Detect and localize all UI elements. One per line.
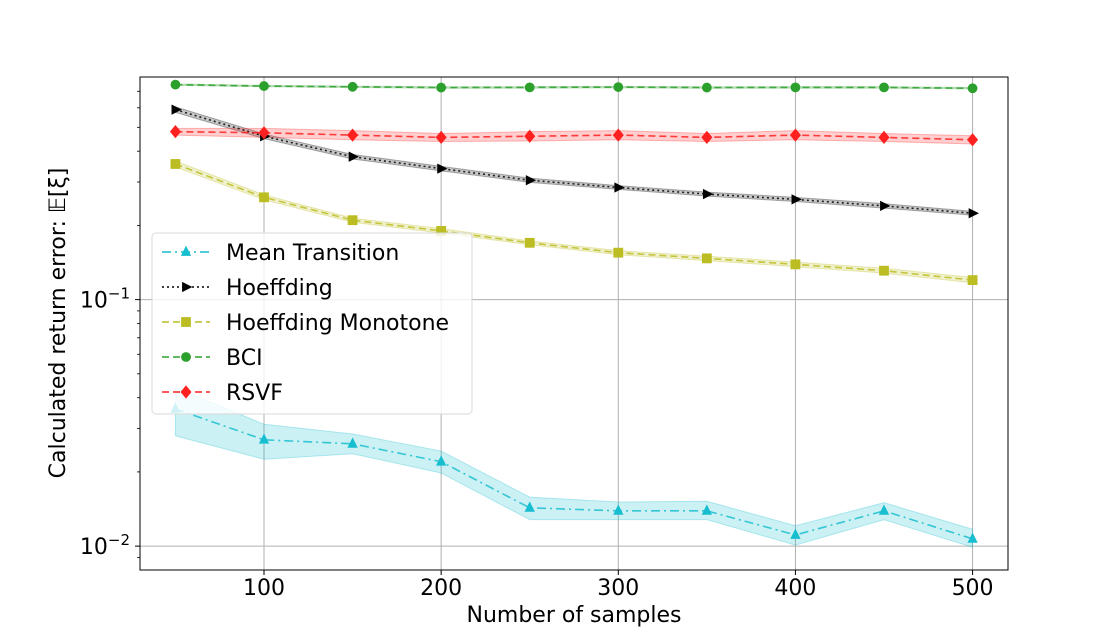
x-axis-label: Number of samples	[466, 603, 681, 628]
data-point	[259, 81, 269, 91]
data-point	[701, 253, 712, 264]
series-line	[175, 83, 973, 90]
data-point	[613, 504, 624, 515]
data-point	[524, 129, 536, 143]
y-axis-label: Calculated return error: 𝔼[ξ]	[46, 168, 71, 479]
data-point	[701, 82, 712, 93]
data-point	[435, 455, 447, 466]
legend-marker	[180, 245, 192, 256]
y-tick-label: 10−2	[80, 531, 130, 560]
data-point	[524, 237, 535, 248]
data-point	[790, 259, 801, 270]
data-point	[258, 126, 270, 140]
legend-marker	[181, 317, 191, 327]
data-point	[967, 83, 978, 94]
data-point	[170, 79, 181, 90]
x-tick-label: 100	[243, 576, 285, 601]
data-point	[525, 175, 537, 186]
x-axis-ticks: 100 200 300 400 500	[243, 570, 994, 601]
legend-label: RSVF	[226, 381, 283, 406]
legend-label: Mean Transition	[226, 241, 399, 266]
data-point	[435, 130, 447, 145]
data-point	[170, 159, 181, 169]
data-point	[347, 128, 359, 142]
data-point	[347, 437, 358, 448]
series-lines	[175, 83, 973, 540]
confidence-band	[174, 386, 974, 548]
data-point	[701, 504, 713, 515]
data-point	[967, 133, 979, 147]
y-tick-label: 10−1	[80, 285, 130, 314]
y-axis-ticks: 10−2 10−1	[80, 90, 140, 560]
legend: Mean Transition Hoeffding Hoeffding Monoto…	[151, 232, 473, 415]
data-point	[613, 247, 624, 258]
x-tick-label: 400	[774, 576, 816, 601]
data-point	[789, 128, 801, 142]
legend-marker	[180, 385, 192, 399]
legend-box	[151, 232, 473, 415]
data-point	[437, 163, 448, 174]
data-point	[524, 82, 535, 93]
data-point	[967, 275, 978, 285]
data-point	[436, 82, 447, 93]
data-point	[790, 528, 801, 539]
data-point	[258, 433, 270, 444]
legend-label: BCI	[226, 346, 263, 371]
data-point	[259, 192, 269, 203]
data-point	[879, 265, 889, 276]
data-point	[880, 200, 891, 212]
x-tick-label: 300	[597, 576, 639, 601]
data-point	[968, 208, 979, 219]
data-point	[171, 104, 182, 115]
data-point	[347, 81, 358, 92]
series-line	[175, 108, 973, 215]
data-point	[878, 130, 890, 145]
data-point	[524, 501, 535, 512]
data-point	[613, 82, 624, 92]
legend-marker	[181, 352, 191, 362]
series-line	[175, 163, 973, 281]
data-point	[347, 215, 358, 226]
data-point	[169, 125, 181, 139]
data-point	[879, 82, 889, 93]
data-point	[614, 182, 625, 193]
data-point	[790, 82, 801, 93]
x-tick-label: 200	[420, 576, 462, 601]
data-point	[791, 194, 802, 205]
legend-marker	[182, 281, 193, 293]
series-line	[175, 408, 973, 540]
data-point	[701, 130, 713, 145]
data-point	[348, 151, 359, 162]
series-line	[175, 130, 973, 141]
legend-label: Hoeffding	[226, 276, 333, 301]
data-point	[878, 504, 890, 515]
data-point	[967, 532, 978, 543]
x-tick-label: 500	[952, 576, 994, 601]
data-point	[612, 128, 624, 142]
legend-label: Hoeffding Monotone	[226, 311, 449, 336]
data-point	[702, 188, 714, 200]
